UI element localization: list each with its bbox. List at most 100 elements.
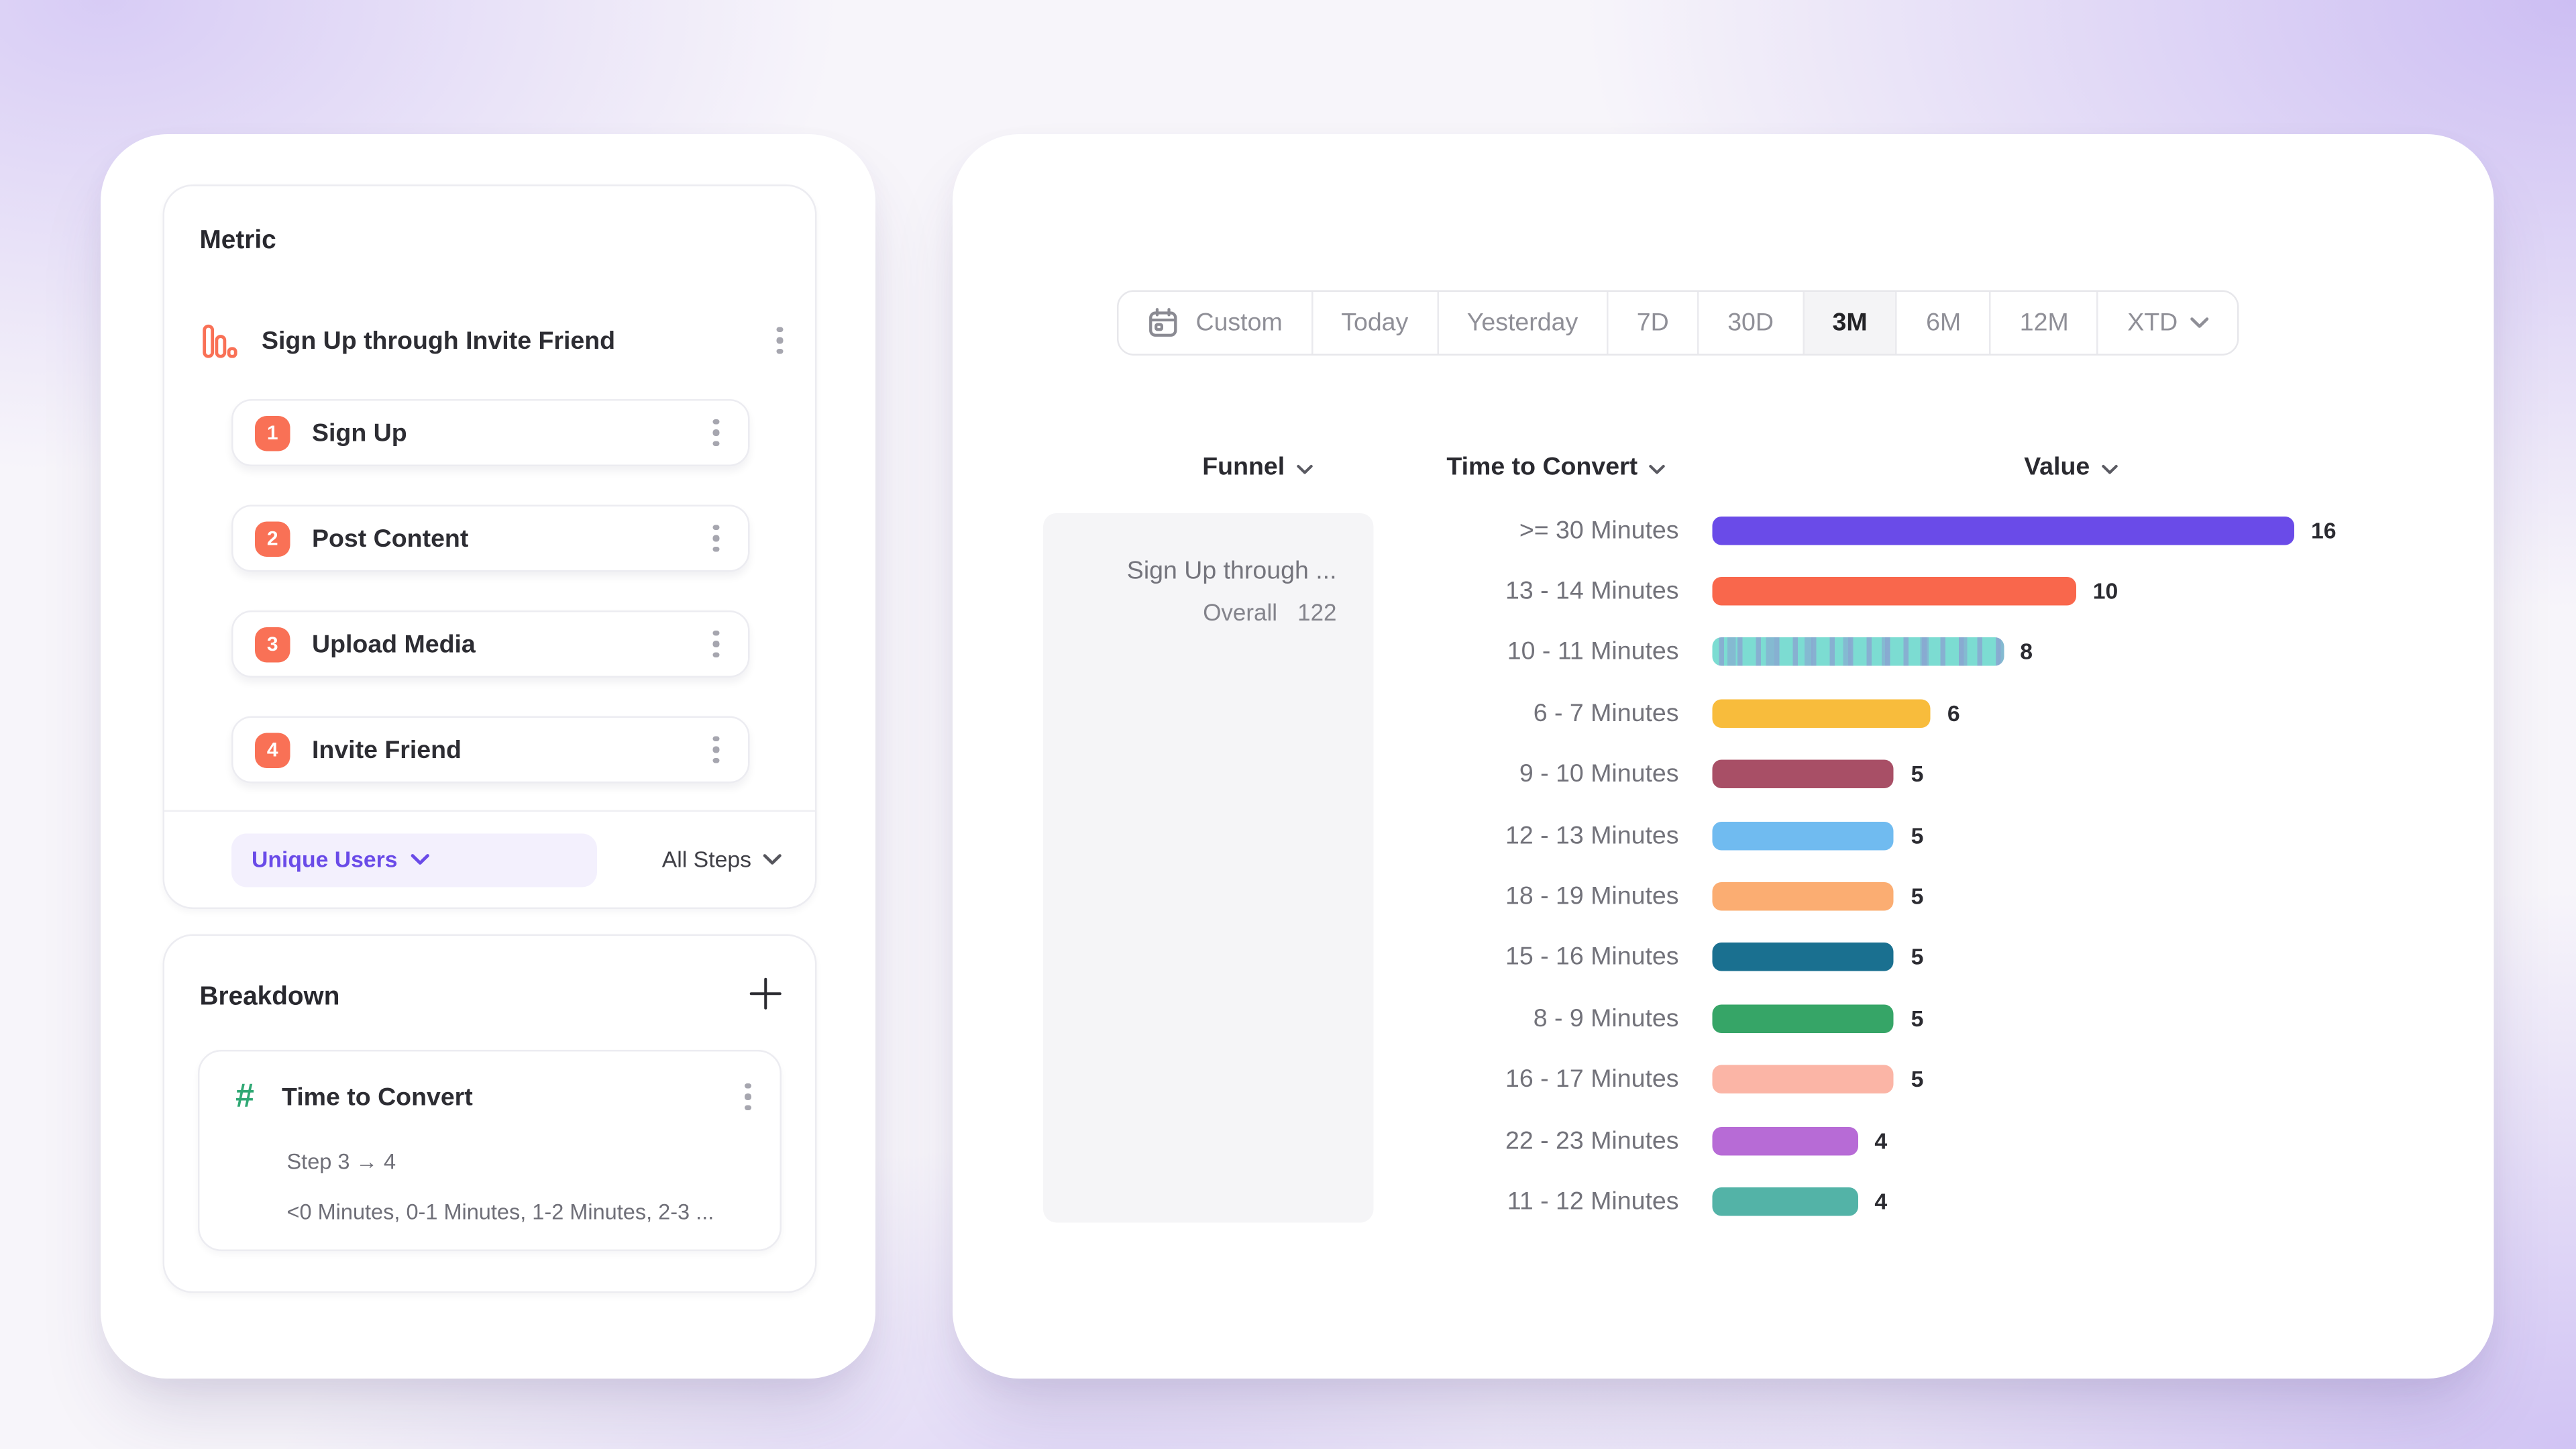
bar-row: 15 - 16 Minutes 5 bbox=[1372, 927, 2467, 988]
breakdown-property-card[interactable]: # Time to Convert Step 3 → 4 <0 Minutes,… bbox=[198, 1050, 782, 1251]
bar[interactable] bbox=[1712, 943, 1894, 972]
bar[interactable] bbox=[1712, 821, 1894, 850]
bar[interactable] bbox=[1712, 1065, 1894, 1094]
column-header-value[interactable]: Value bbox=[1976, 453, 2167, 482]
column-header-funnel[interactable]: Funnel bbox=[1154, 453, 1362, 482]
step-label: Upload Media bbox=[312, 629, 476, 659]
step-label: Post Content bbox=[312, 524, 469, 553]
timerange-label: 3M bbox=[1832, 309, 1868, 337]
bar-row-value: 5 bbox=[1911, 883, 1924, 910]
bar-row-label: 22 - 23 Minutes bbox=[1505, 1126, 1679, 1155]
funnel-step-2[interactable]: 2 Post Content bbox=[231, 504, 750, 572]
bar-row: >= 30 Minutes 16 bbox=[1372, 500, 2467, 561]
bar[interactable] bbox=[1712, 1187, 1858, 1216]
bar-row-label: 9 - 10 Minutes bbox=[1519, 760, 1679, 789]
bar-row-value: 10 bbox=[2092, 578, 2118, 604]
timerange-label: Custom bbox=[1195, 309, 1283, 337]
bar-row: 8 - 9 Minutes 5 bbox=[1372, 988, 2467, 1049]
measure-dropdown[interactable]: Unique Users bbox=[231, 833, 597, 887]
bar-row: 22 - 23 Minutes 4 bbox=[1372, 1110, 2467, 1171]
bar-row-value: 5 bbox=[1911, 822, 1924, 849]
column-header-label: Funnel bbox=[1202, 453, 1285, 482]
bar[interactable] bbox=[1712, 1004, 1894, 1033]
timerange-label: Today bbox=[1341, 309, 1409, 337]
funnel-summary-name: Sign Up through ... bbox=[1126, 557, 1337, 586]
bar-row: 11 - 12 Minutes 4 bbox=[1372, 1171, 2467, 1232]
bar[interactable] bbox=[1712, 516, 2294, 545]
timerange-7d[interactable]: 7D bbox=[1606, 292, 1697, 354]
column-header-time-to-convert[interactable]: Time to Convert bbox=[1402, 453, 1711, 482]
breakdown-property-name: Time to Convert bbox=[282, 1082, 473, 1112]
breakdown-property-row: # Time to Convert bbox=[227, 1075, 760, 1119]
step-kebab-menu-icon[interactable] bbox=[704, 735, 728, 764]
bar-row: 10 - 11 Minutes 8 bbox=[1372, 622, 2467, 683]
funnel-overall: Overall 122 bbox=[1067, 598, 1337, 626]
step-kebab-menu-icon[interactable] bbox=[704, 630, 728, 658]
bar[interactable] bbox=[1712, 1126, 1858, 1155]
bar-row-label: 11 - 12 Minutes bbox=[1507, 1187, 1679, 1216]
step-number-badge: 3 bbox=[255, 626, 290, 662]
bar-row-label: 16 - 17 Minutes bbox=[1505, 1065, 1679, 1094]
bar-row-label: 12 - 13 Minutes bbox=[1505, 821, 1679, 850]
bar[interactable] bbox=[1712, 760, 1894, 789]
timerange-yesterday[interactable]: Yesterday bbox=[1436, 292, 1607, 354]
bar-chart-icon bbox=[200, 321, 239, 360]
bar-chart: >= 30 Minutes 16 13 - 14 Minutes 10 10 - 1… bbox=[1372, 500, 2467, 1232]
chevron-down-icon bbox=[2102, 464, 2118, 474]
step-kebab-menu-icon[interactable] bbox=[704, 524, 728, 553]
bar-row-value: 5 bbox=[1911, 1006, 1924, 1032]
bar[interactable] bbox=[1712, 699, 1931, 728]
bar-row: 18 - 19 Minutes 5 bbox=[1372, 866, 2467, 927]
add-breakdown-button[interactable] bbox=[745, 973, 785, 1013]
bar-row-label: >= 30 Minutes bbox=[1519, 516, 1679, 545]
bar-row-label: 8 - 9 Minutes bbox=[1533, 1004, 1679, 1033]
timerange-12m[interactable]: 12M bbox=[1989, 292, 2097, 354]
bar-row-value: 4 bbox=[1874, 1128, 1888, 1153]
bar-row-value: 5 bbox=[1911, 761, 1924, 788]
breakdown-step-range: Step 3 → 4 bbox=[286, 1148, 396, 1175]
bar-row-value: 16 bbox=[2311, 517, 2337, 543]
funnel-step-1[interactable]: 1 Sign Up bbox=[231, 399, 750, 466]
overall-label: Overall bbox=[1203, 598, 1278, 626]
bar-row-label: 6 - 7 Minutes bbox=[1533, 699, 1679, 728]
bar-row-label: 15 - 16 Minutes bbox=[1505, 943, 1679, 972]
funnel-metric-row[interactable]: Sign Up through Invite Friend bbox=[200, 307, 792, 374]
funnel-step-3[interactable]: 3 Upload Media bbox=[231, 610, 750, 678]
timerange-label: Yesterday bbox=[1466, 309, 1578, 337]
funnel-kebab-menu-icon[interactable] bbox=[768, 326, 792, 355]
time-range-selector: Custom Today Yesterday 7D 30D 3M 6M 12M … bbox=[1117, 290, 2240, 356]
bar[interactable] bbox=[1712, 638, 2004, 667]
timerange-6m[interactable]: 6M bbox=[1896, 292, 1990, 354]
chevron-down-icon bbox=[2191, 317, 2210, 329]
bar-row: 9 - 10 Minutes 5 bbox=[1372, 744, 2467, 805]
timerange-3m[interactable]: 3M bbox=[1802, 292, 1896, 354]
breakdown-section: Breakdown # Time to Convert Step 3 → 4 <… bbox=[162, 934, 817, 1293]
steps-filter-label: All Steps bbox=[661, 847, 751, 873]
funnel-summary-card[interactable]: Sign Up through ... Overall 122 bbox=[1043, 513, 1374, 1223]
timerange-30d[interactable]: 30D bbox=[1697, 292, 1802, 354]
funnel-step-4[interactable]: 4 Invite Friend bbox=[231, 716, 750, 784]
metric-section: Metric Sign Up through Invite Friend 1 S… bbox=[162, 184, 817, 909]
step-kebab-menu-icon[interactable] bbox=[704, 419, 728, 447]
step-label: Sign Up bbox=[312, 418, 407, 447]
timerange-xtd[interactable]: XTD bbox=[2097, 292, 2238, 354]
bar-row-label: 10 - 11 Minutes bbox=[1507, 638, 1679, 667]
breakdown-buckets: <0 Minutes, 0-1 Minutes, 1-2 Minutes, 2-… bbox=[286, 1199, 714, 1225]
bar[interactable] bbox=[1712, 577, 2076, 606]
chevron-down-icon bbox=[411, 854, 430, 866]
timerange-label: 7D bbox=[1636, 309, 1669, 337]
measure-dropdown-label: Unique Users bbox=[252, 847, 398, 873]
overall-value: 122 bbox=[1297, 598, 1337, 626]
timerange-label: XTD bbox=[2127, 309, 2178, 337]
bar-row-value: 8 bbox=[2020, 639, 2033, 665]
query-builder-panel: Metric Sign Up through Invite Friend 1 S… bbox=[101, 134, 875, 1379]
breakdown-kebab-menu-icon[interactable] bbox=[737, 1083, 760, 1111]
bar-row: 13 - 14 Minutes 10 bbox=[1372, 561, 2467, 622]
hash-icon: # bbox=[235, 1077, 254, 1115]
timerange-custom[interactable]: Custom bbox=[1119, 292, 1311, 354]
timerange-today[interactable]: Today bbox=[1311, 292, 1437, 354]
column-header-label: Time to Convert bbox=[1446, 453, 1638, 482]
bar[interactable] bbox=[1712, 882, 1894, 911]
steps-filter-dropdown[interactable]: All Steps bbox=[661, 847, 782, 873]
